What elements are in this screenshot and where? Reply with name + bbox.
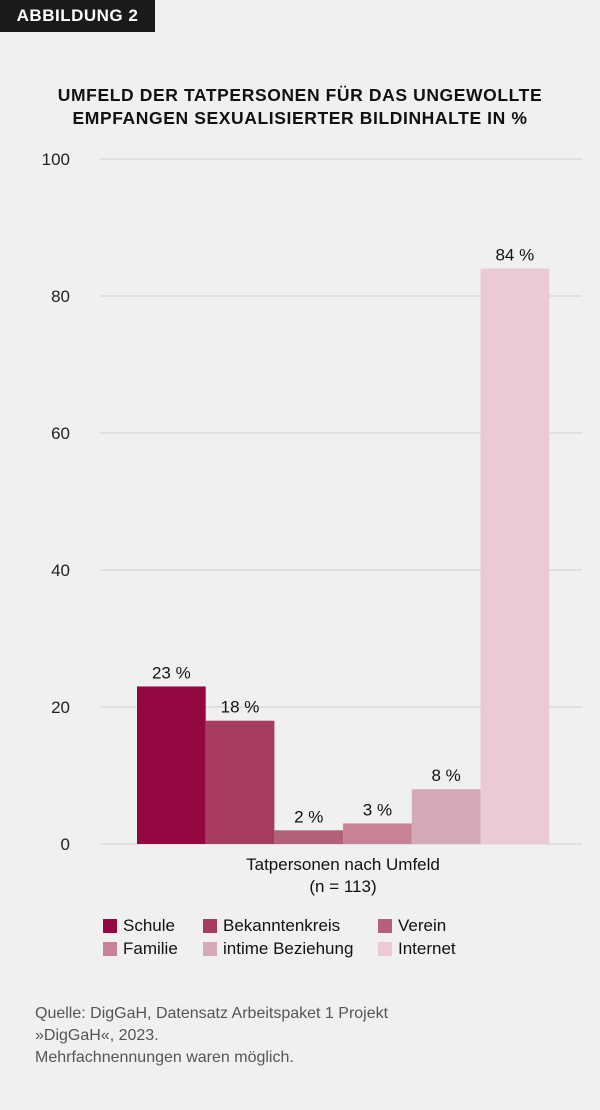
legend-item: Schule bbox=[103, 916, 175, 936]
legend-swatch bbox=[103, 919, 117, 933]
title-line: UMFELD DER TATPERSONEN FÜR DAS UNGEWOLLT… bbox=[57, 85, 543, 105]
x-axis-label: Tatpersonen nach Umfeld bbox=[246, 855, 440, 874]
legend-label: intime Beziehung bbox=[223, 939, 354, 958]
legend-swatch bbox=[378, 919, 392, 933]
bar-bekanntenkreis bbox=[205, 720, 275, 844]
legend-label: Internet bbox=[398, 939, 456, 958]
source-line: »DigGaH«, 2023. bbox=[35, 1027, 159, 1044]
figure-badge: ABBILDUNG 2 bbox=[0, 0, 155, 32]
data-label: 18 % bbox=[221, 698, 260, 717]
legend-item: Bekanntenkreis bbox=[203, 916, 340, 936]
x-axis-n: (n = 113) bbox=[309, 877, 377, 896]
legend-label: Familie bbox=[123, 939, 178, 958]
title-line: EMPFANGEN SEXUALISIERTER BILDINHALTE IN … bbox=[72, 108, 528, 128]
legend-swatch bbox=[203, 942, 217, 956]
bar-familie bbox=[343, 823, 412, 844]
source-note: Quelle: DigGaH, Datensatz Arbeitspaket 1… bbox=[35, 1003, 388, 1069]
y-tick-label: 100 bbox=[42, 150, 70, 169]
legend-item: Verein bbox=[378, 916, 446, 936]
legend-swatch bbox=[203, 919, 217, 933]
data-label: 84 % bbox=[495, 246, 534, 265]
legend-item: Familie bbox=[103, 939, 178, 959]
source-line: Quelle: DigGaH, Datensatz Arbeitspaket 1… bbox=[35, 1005, 389, 1022]
y-tick-label: 60 bbox=[51, 424, 70, 443]
bar-internet bbox=[480, 268, 550, 845]
y-tick-label: 0 bbox=[61, 835, 70, 854]
bar-intime-beziehung bbox=[411, 789, 481, 844]
bar-schule bbox=[137, 686, 206, 844]
legend-swatch bbox=[103, 942, 117, 956]
legend-swatch bbox=[378, 942, 392, 956]
legend-item: intime Beziehung bbox=[203, 939, 353, 959]
chart-title: UMFELD DER TATPERSONEN FÜR DAS UNGEWOLLT… bbox=[0, 84, 600, 130]
legend-label: Verein bbox=[398, 916, 447, 935]
data-label: 3 % bbox=[363, 800, 392, 819]
legend-label: Bekanntenkreis bbox=[223, 916, 341, 935]
source-line: Mehrfachnennungen waren möglich. bbox=[35, 1049, 294, 1066]
bar-chart: 0 20 40 60 80 100 23 % 18 % 2 % 3 % 8 % 84 % Tatpers… bbox=[42, 150, 582, 874]
y-tick-label: 40 bbox=[51, 561, 70, 580]
legend-label: Schule bbox=[123, 916, 175, 935]
y-tick-label: 80 bbox=[51, 287, 70, 306]
y-tick-label: 20 bbox=[51, 698, 70, 717]
data-label: 2 % bbox=[294, 807, 323, 826]
data-label: 23 % bbox=[152, 663, 191, 682]
data-label: 8 % bbox=[432, 766, 461, 785]
bar-verein bbox=[274, 830, 344, 844]
legend-item: Internet bbox=[378, 939, 456, 959]
